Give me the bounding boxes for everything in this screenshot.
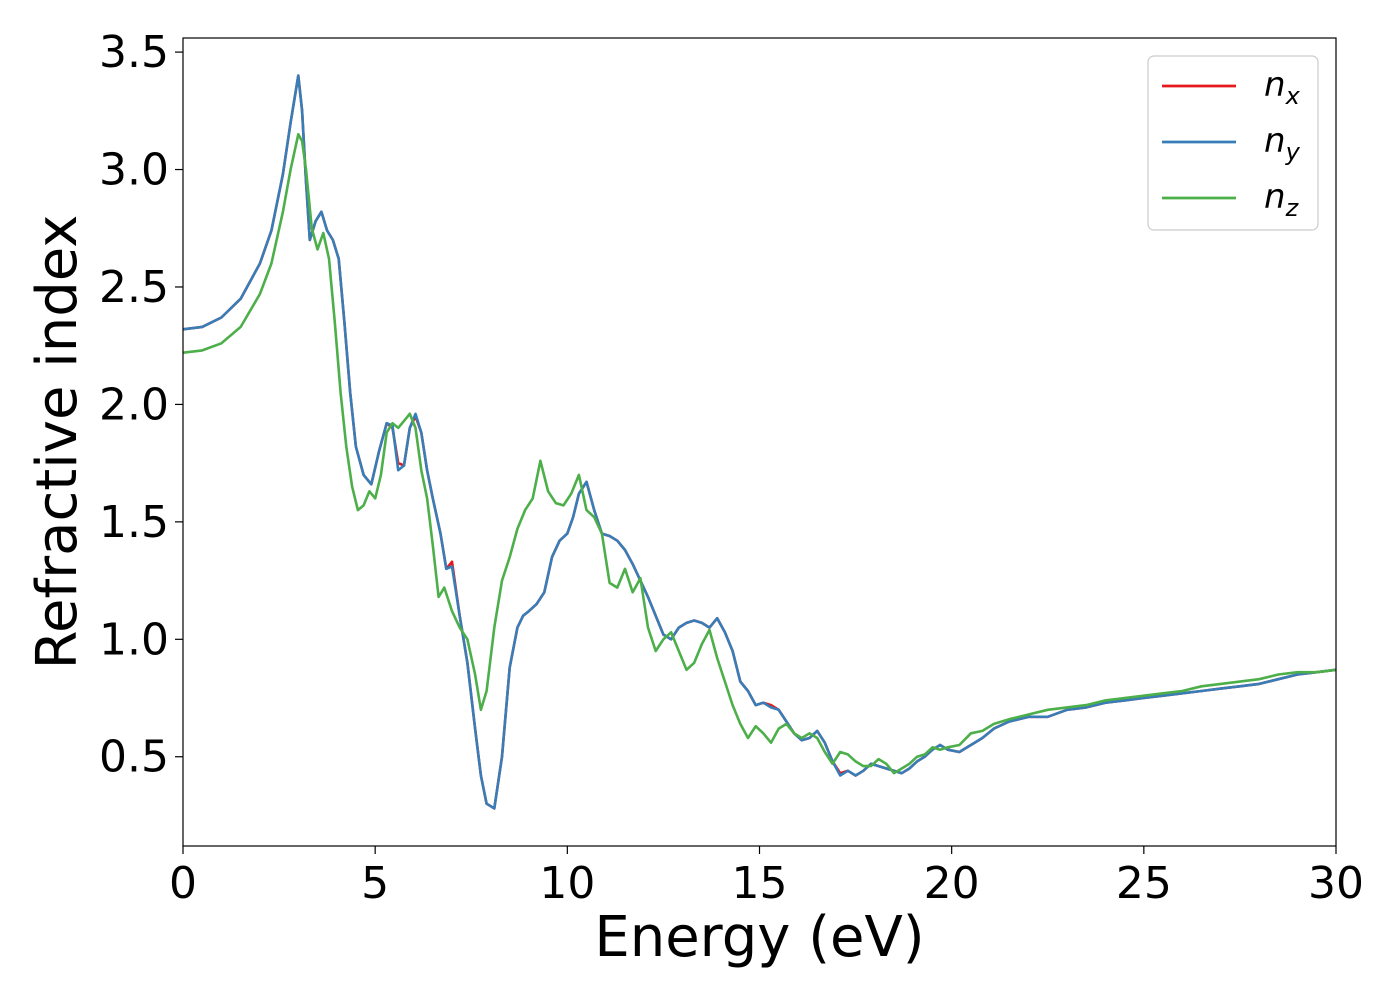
- y-tick-label: 1.0: [99, 614, 169, 665]
- x-axis-ticks: 0 5 10 15 20 25 30: [169, 846, 1364, 909]
- legend-label-n_y: ny: [1264, 121, 1301, 166]
- x-tick-label: 30: [1308, 858, 1364, 909]
- x-tick-label: 0: [169, 858, 197, 909]
- series-line-n_y: [183, 74, 1336, 810]
- y-axis-label: Refractive index: [25, 215, 90, 670]
- legend-label-base: n: [1264, 177, 1286, 217]
- x-tick-label: 20: [924, 858, 980, 909]
- y-tick-label: 2.0: [99, 379, 169, 430]
- legend-label-subscript: x: [1285, 82, 1301, 110]
- y-tick-label: 2.5: [99, 262, 169, 313]
- legend-label-subscript: y: [1285, 138, 1301, 166]
- legend-label-subscript: z: [1285, 194, 1300, 222]
- legend-label-n_z: nz: [1264, 177, 1300, 222]
- y-tick-label: 3.0: [99, 145, 169, 196]
- x-tick-label: 10: [539, 858, 595, 909]
- y-tick-label: 3.5: [99, 27, 169, 78]
- x-axis-label: Energy (eV): [594, 905, 924, 970]
- series-layer: [183, 74, 1336, 810]
- x-tick-label: 5: [361, 858, 389, 909]
- series-line-n_z: [183, 133, 1336, 775]
- y-axis-ticks: 0.5 1.0 1.5 2.0 2.5 3.0 3.5: [99, 27, 183, 783]
- x-tick-label: 15: [732, 858, 788, 909]
- y-tick-label: 1.5: [99, 497, 169, 548]
- legend-label-base: n: [1264, 121, 1286, 161]
- y-tick-label: 0.5: [99, 732, 169, 783]
- x-tick-label: 25: [1116, 858, 1172, 909]
- legend-label-n_x: nx: [1264, 65, 1301, 110]
- legend-label-base: n: [1264, 65, 1286, 105]
